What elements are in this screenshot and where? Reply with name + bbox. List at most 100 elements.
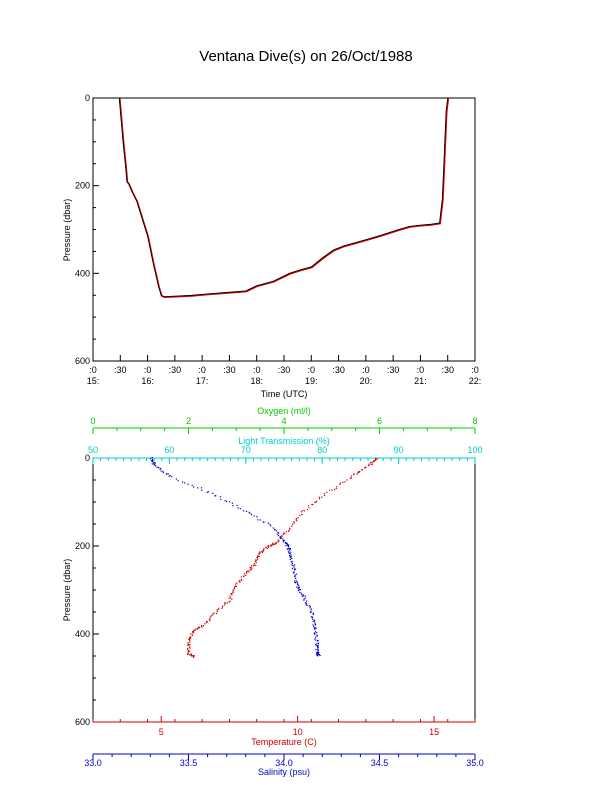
upper-x-tick-label: :30 — [169, 365, 182, 375]
salinity-point — [270, 525, 272, 527]
upper-x-tick-label: :30 — [332, 365, 345, 375]
temperature-point — [235, 583, 237, 585]
temperature-point — [246, 572, 248, 574]
salinity-point — [284, 542, 286, 544]
temperature-point — [192, 632, 194, 634]
salinity-point — [249, 512, 251, 514]
temperature-point — [334, 488, 336, 491]
upper-plot-frame — [92, 97, 476, 362]
temperature-point — [233, 589, 235, 591]
salinity-point — [294, 582, 297, 584]
oxygen-tick-label: 0 — [90, 416, 95, 426]
salinity-point — [289, 558, 291, 561]
salinity-point — [288, 550, 290, 552]
salinity-point — [317, 649, 319, 651]
salinity-point — [160, 467, 162, 470]
temperature-point — [251, 567, 253, 569]
temperature-point — [280, 537, 282, 539]
dive-trace — [118, 97, 450, 299]
temperature-point — [231, 594, 233, 596]
temperature-point — [230, 597, 232, 599]
salinity-point — [267, 522, 269, 524]
salinity-point — [316, 653, 319, 655]
temperature-point — [187, 645, 189, 647]
temperature-point — [187, 647, 189, 649]
temperature-point — [323, 494, 326, 497]
salinity-point — [311, 618, 314, 620]
salinity-point — [232, 505, 234, 507]
salinity-point — [287, 545, 289, 547]
salinity-point — [269, 523, 271, 525]
temperature-point — [257, 558, 259, 560]
salinity-point — [315, 627, 317, 629]
salinity-point — [294, 580, 296, 582]
temperature-point — [228, 597, 230, 599]
light-tick-label: 70 — [241, 445, 251, 455]
salinity-point — [287, 547, 290, 549]
salinity-point — [295, 577, 297, 579]
temperature-point — [285, 530, 287, 533]
temperature-point — [368, 463, 370, 465]
oxygen-tick-label: 6 — [377, 416, 382, 426]
temperature-point — [283, 532, 285, 534]
salinity-point — [314, 626, 316, 629]
temperature-point — [239, 580, 241, 582]
upper-x-tick-label: :0 — [308, 365, 316, 375]
salinity-point — [314, 631, 317, 633]
salinity-point — [257, 519, 259, 521]
salinity-point — [200, 487, 203, 489]
temperature-point — [189, 639, 191, 642]
salinity-tick-label: 33.5 — [180, 758, 198, 768]
temperature-point — [205, 620, 208, 623]
temperature-point — [361, 469, 363, 471]
salinity-point — [279, 535, 281, 538]
temperature-point — [293, 522, 295, 524]
salinity-point — [253, 515, 255, 517]
salinity-point — [289, 556, 291, 558]
temperature-point — [257, 555, 259, 557]
profile-chart: 0 200 400 600 0 2 4 6 8 Oxygen (ml/l) 50 60 70 80 9… — [62, 406, 484, 777]
temperature-point — [353, 474, 355, 476]
salinity-point — [276, 533, 278, 535]
upper-x-tick-label: :0 — [417, 365, 425, 375]
light-tick-label: 90 — [394, 445, 404, 455]
salinity-point — [224, 500, 226, 502]
temperature-point — [314, 501, 316, 504]
salinity-point — [302, 594, 304, 596]
upper-x-tick-label: 22: — [469, 376, 482, 386]
temperature-point — [312, 504, 314, 506]
temperature-point — [282, 533, 284, 535]
temperature-point — [321, 496, 323, 498]
temperature-point — [374, 459, 376, 461]
salinity-point — [312, 612, 314, 614]
salinity-point — [291, 564, 293, 566]
temperature-point — [255, 559, 257, 561]
upper-x-tick-label: :30 — [387, 365, 400, 375]
temperature-point — [308, 507, 310, 509]
salinity-point — [167, 473, 169, 475]
temperature-point — [258, 555, 260, 557]
temperature-point — [187, 642, 189, 644]
temperature-point — [187, 650, 189, 652]
salinity-point — [317, 652, 319, 655]
temperature-point — [231, 598, 233, 600]
upper-x-tick-label: :30 — [114, 365, 127, 375]
salinity-point — [290, 551, 292, 553]
temperature-point — [255, 560, 257, 562]
upper-y-tick-label: 0 — [85, 93, 90, 103]
salinity-point — [295, 573, 298, 575]
salinity-point — [160, 470, 162, 472]
temperature-point — [364, 467, 366, 469]
salinity-point — [301, 595, 303, 597]
salinity-point — [291, 560, 293, 562]
salinity-point — [150, 458, 152, 460]
temperature-point — [187, 653, 189, 655]
temperature-point — [268, 546, 270, 548]
temperature-point — [301, 513, 303, 516]
temperature-point — [190, 653, 192, 655]
temperature-point — [255, 564, 257, 566]
temperature-point — [232, 591, 234, 593]
temperature-tick-label: 10 — [293, 727, 303, 737]
salinity-point — [287, 545, 289, 547]
